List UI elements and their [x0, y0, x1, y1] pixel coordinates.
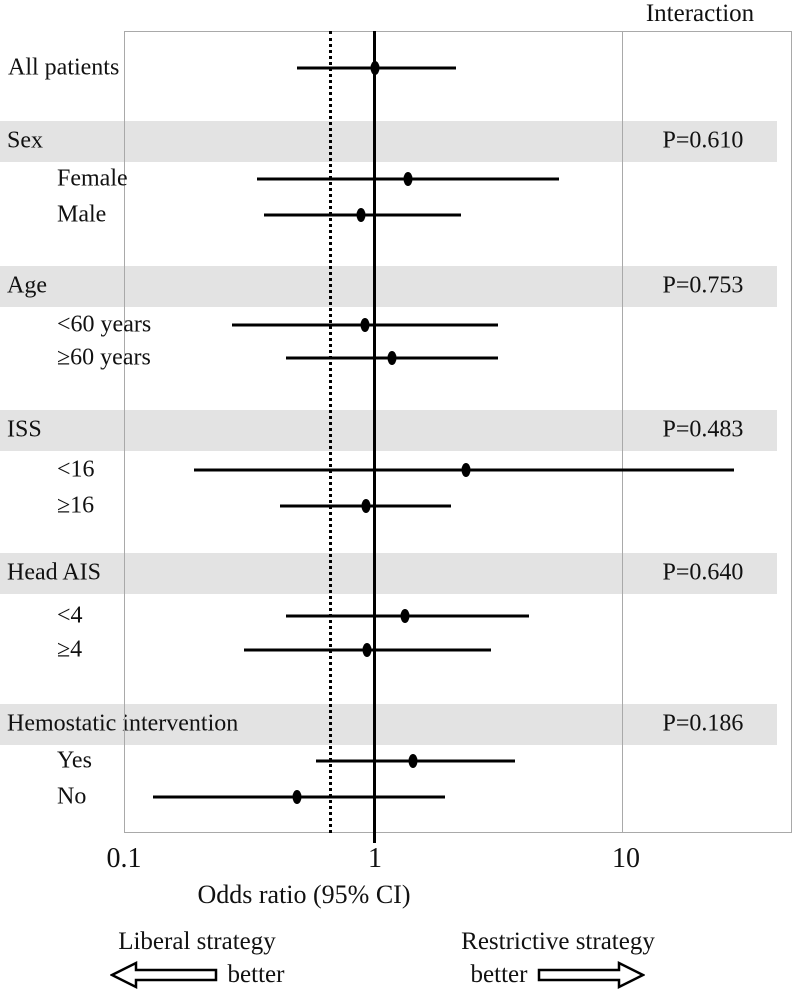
point-estimate-marker	[387, 351, 397, 365]
point-estimate-marker	[360, 318, 370, 332]
subgroup-label: Head AIS	[7, 559, 101, 586]
subgroup-label: Sex	[7, 127, 43, 154]
subgroup-band: Head AIS P=0.640	[0, 552, 777, 594]
x-tick-label: 10	[612, 843, 640, 874]
odds-ratio-1-reference-line	[373, 31, 376, 843]
row-label: <4	[57, 602, 83, 629]
interaction-p-value: P=0.640	[662, 559, 744, 586]
plot-frame	[124, 31, 792, 833]
restrictive-better-text: better	[470, 961, 528, 988]
subgroup-band: Sex P=0.610	[0, 120, 777, 162]
point-estimate-marker	[370, 61, 380, 75]
subgroup-band: Hemostatic intervention P=0.186	[0, 703, 777, 745]
point-estimate-marker	[356, 208, 366, 222]
row-label: Yes	[57, 747, 92, 774]
point-estimate-marker	[361, 499, 371, 513]
liberal-strategy-annotation: Liberal strategy better	[62, 928, 332, 990]
x-axis-label: Odds ratio (95% CI)	[197, 880, 411, 909]
interaction-column-title: Interaction	[645, 0, 755, 27]
row-label: <16	[57, 456, 95, 483]
interaction-p-value: P=0.186	[662, 710, 744, 737]
row-label: Female	[57, 165, 128, 192]
row-label: No	[57, 783, 87, 810]
liberal-strategy-text: Liberal strategy	[118, 928, 276, 955]
point-estimate-marker	[461, 463, 471, 477]
row-label: Male	[57, 201, 107, 228]
restrictive-strategy-text: Restrictive strategy	[461, 928, 655, 955]
row-label: All patients	[8, 54, 120, 81]
subgroup-label: Age	[7, 272, 47, 299]
restrictive-strategy-annotation: Restrictive strategy better	[408, 928, 708, 990]
subgroup-band: Age P=0.753	[0, 265, 777, 307]
interaction-column-separator	[622, 31, 623, 833]
subgroup-label: Hemostatic intervention	[7, 710, 239, 737]
dotted-reference-line	[329, 31, 332, 833]
interaction-p-value: P=0.483	[662, 416, 744, 443]
row-label: ≥4	[57, 636, 83, 663]
subgroup-band: ISS P=0.483	[0, 409, 777, 451]
subgroup-label: ISS	[7, 416, 42, 443]
point-estimate-marker	[408, 754, 418, 768]
point-estimate-marker	[362, 643, 372, 657]
interaction-p-value: P=0.610	[662, 127, 744, 154]
right-block-arrow-icon	[537, 960, 646, 990]
left-block-arrow-icon	[109, 960, 218, 990]
point-estimate-marker	[403, 172, 413, 186]
liberal-better-text: better	[227, 961, 285, 988]
row-label: ≥60 years	[57, 344, 151, 371]
x-tick-label: 1	[368, 843, 382, 874]
row-label: ≥16	[57, 492, 95, 519]
point-estimate-marker	[400, 609, 410, 623]
point-estimate-marker	[292, 790, 302, 804]
x-tick-label: 0.1	[106, 843, 142, 874]
row-label: <60 years	[57, 311, 152, 338]
interaction-p-value: P=0.753	[662, 272, 744, 299]
